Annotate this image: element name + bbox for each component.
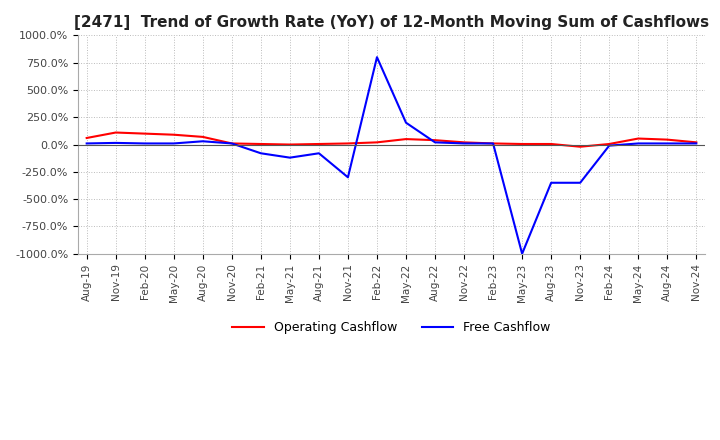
Free Cashflow bbox=[518, 251, 526, 257]
Operating Cashflow bbox=[82, 136, 91, 141]
Operating Cashflow bbox=[546, 141, 555, 147]
Operating Cashflow bbox=[199, 134, 207, 139]
Operating Cashflow bbox=[605, 141, 613, 147]
Operating Cashflow bbox=[315, 141, 323, 147]
Free Cashflow bbox=[431, 140, 439, 145]
Operating Cashflow bbox=[256, 141, 265, 147]
Operating Cashflow bbox=[634, 136, 642, 141]
Line: Operating Cashflow: Operating Cashflow bbox=[86, 132, 696, 147]
Free Cashflow bbox=[199, 139, 207, 144]
Operating Cashflow bbox=[431, 138, 439, 143]
Free Cashflow bbox=[460, 141, 469, 146]
Operating Cashflow bbox=[692, 140, 701, 145]
Operating Cashflow bbox=[576, 144, 585, 149]
Free Cashflow bbox=[576, 180, 585, 185]
Operating Cashflow bbox=[402, 136, 410, 142]
Free Cashflow bbox=[286, 155, 294, 160]
Free Cashflow bbox=[169, 141, 178, 146]
Title: [2471]  Trend of Growth Rate (YoY) of 12-Month Moving Sum of Cashflows: [2471] Trend of Growth Rate (YoY) of 12-… bbox=[74, 15, 709, 30]
Free Cashflow bbox=[402, 120, 410, 125]
Free Cashflow bbox=[663, 141, 672, 146]
Legend: Operating Cashflow, Free Cashflow: Operating Cashflow, Free Cashflow bbox=[228, 316, 556, 339]
Free Cashflow bbox=[546, 180, 555, 185]
Free Cashflow bbox=[692, 141, 701, 146]
Free Cashflow bbox=[489, 141, 498, 146]
Operating Cashflow bbox=[518, 141, 526, 147]
Operating Cashflow bbox=[286, 142, 294, 147]
Free Cashflow bbox=[228, 141, 236, 146]
Operating Cashflow bbox=[460, 140, 469, 145]
Free Cashflow bbox=[140, 141, 149, 146]
Operating Cashflow bbox=[140, 131, 149, 136]
Operating Cashflow bbox=[343, 141, 352, 146]
Operating Cashflow bbox=[112, 130, 120, 135]
Operating Cashflow bbox=[489, 141, 498, 146]
Free Cashflow bbox=[82, 141, 91, 146]
Operating Cashflow bbox=[169, 132, 178, 137]
Line: Free Cashflow: Free Cashflow bbox=[86, 57, 696, 254]
Free Cashflow bbox=[315, 150, 323, 156]
Operating Cashflow bbox=[373, 140, 382, 145]
Operating Cashflow bbox=[228, 141, 236, 146]
Free Cashflow bbox=[605, 143, 613, 148]
Free Cashflow bbox=[343, 175, 352, 180]
Free Cashflow bbox=[373, 55, 382, 60]
Free Cashflow bbox=[112, 140, 120, 146]
Free Cashflow bbox=[634, 141, 642, 146]
Operating Cashflow bbox=[663, 137, 672, 142]
Free Cashflow bbox=[256, 150, 265, 156]
